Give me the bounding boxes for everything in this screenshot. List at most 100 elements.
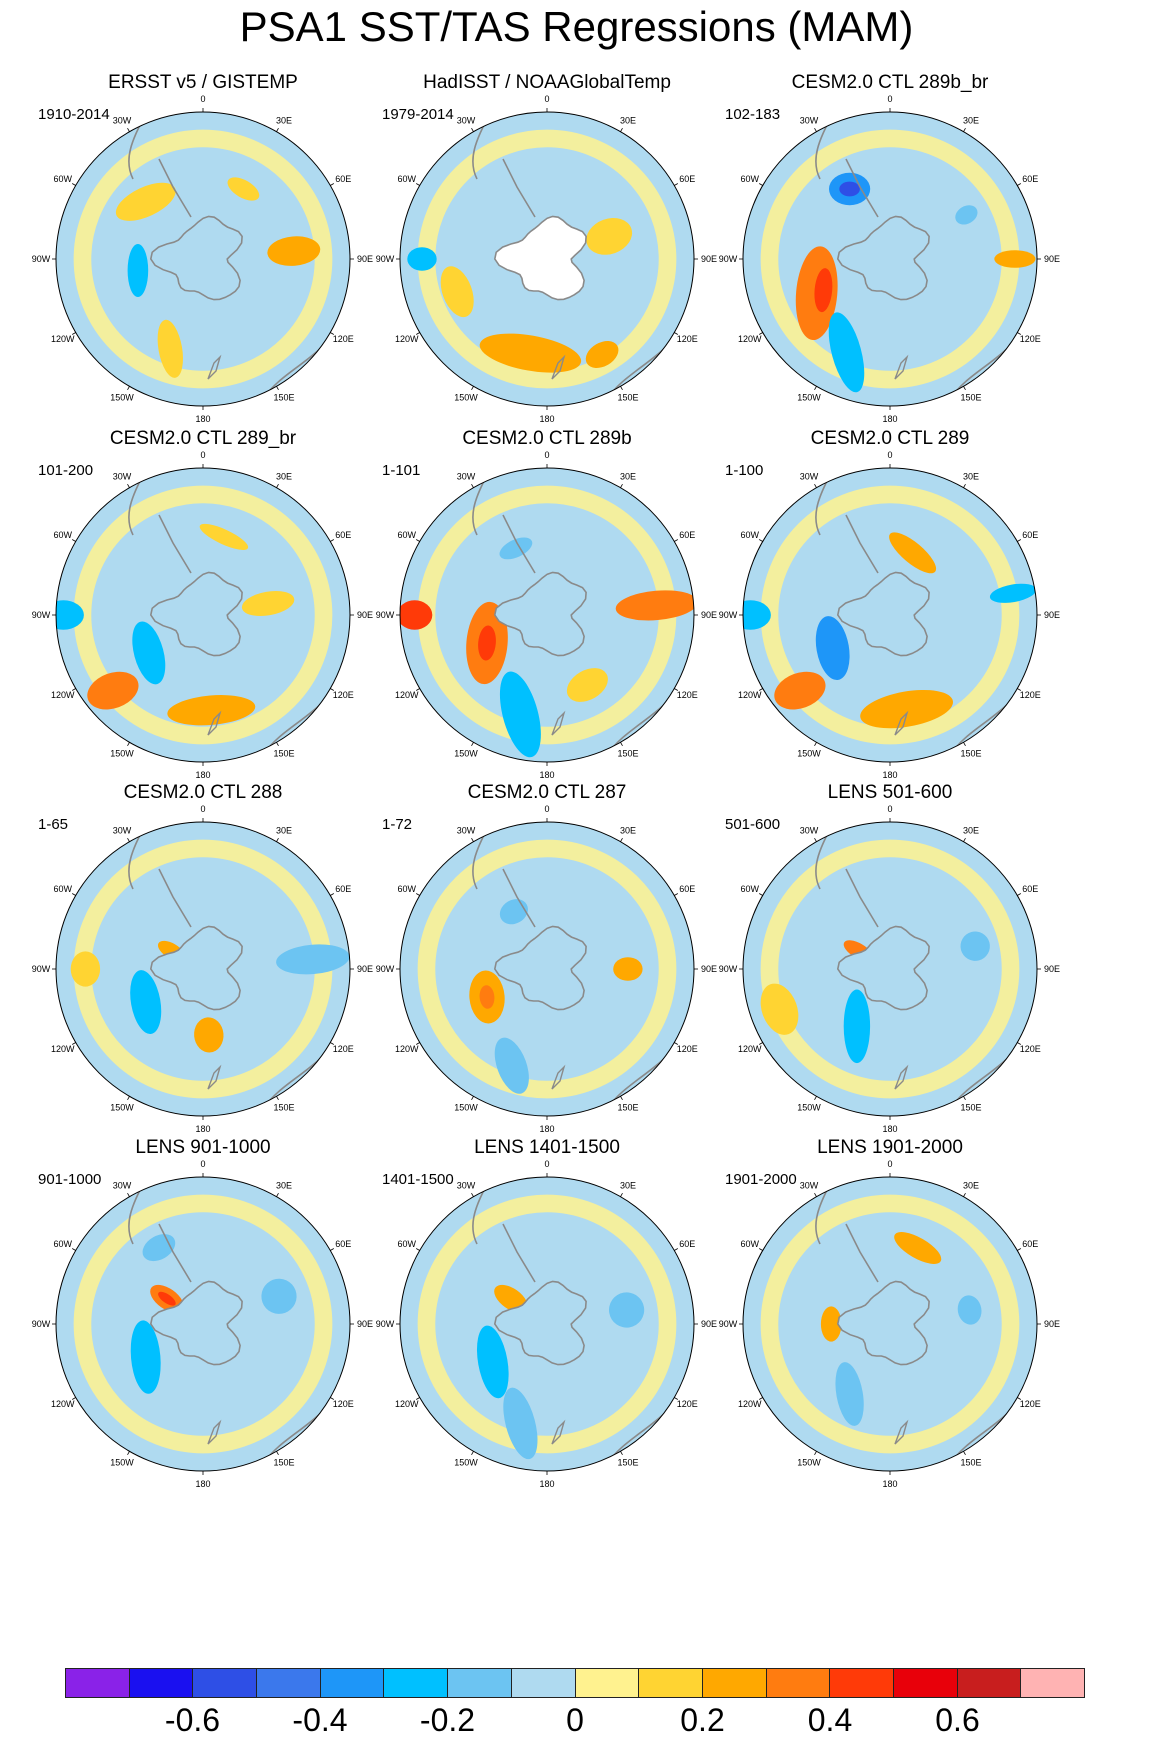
panel-title: LENS 1401-1500 <box>474 1137 620 1158</box>
panel-period: 901-1000 <box>38 1171 102 1188</box>
longitude-tick <box>1017 1397 1021 1400</box>
longitude-tick <box>620 1193 623 1197</box>
longitude-label: 30W <box>113 1180 132 1190</box>
antarctica-outline <box>836 215 930 301</box>
longitude-label: 60E <box>335 174 351 184</box>
longitude-label: 120W <box>738 1399 762 1409</box>
peninsula-outline <box>845 868 879 928</box>
longitude-label: 150E <box>273 1103 294 1113</box>
panel-period: 1-72 <box>382 816 413 833</box>
new-zealand-outline <box>894 1419 909 1445</box>
colorbar-bin <box>129 1669 194 1697</box>
map-panel: 0 30E 60E 90E 120E 150E 180 150W 120W 90W 60W 30W CE… <box>705 428 1075 813</box>
longitude-label: 60E <box>679 884 695 894</box>
longitude-label: 60W <box>740 530 759 540</box>
longitude-tick <box>72 1042 76 1045</box>
anomaly-region <box>760 983 799 1035</box>
longitude-label: 120W <box>395 1044 419 1054</box>
longitude-tick <box>674 1397 678 1400</box>
longitude-label: 150W <box>454 393 478 403</box>
longitude-label: 90E <box>357 254 373 264</box>
antarctica-outline <box>493 571 587 657</box>
longitude-label: 90W <box>32 254 51 264</box>
longitude-label: 30E <box>620 115 636 125</box>
longitude-label: 120W <box>51 690 75 700</box>
colorbar-bin <box>511 1669 576 1697</box>
new-zealand-outline <box>551 710 566 736</box>
anomaly-region <box>132 621 166 685</box>
longitude-label: 30E <box>963 471 979 481</box>
longitude-label: 90E <box>1044 1319 1060 1329</box>
longitude-tick <box>759 1042 763 1045</box>
longitude-label: 180 <box>195 1124 210 1134</box>
longitude-label: 90E <box>1044 964 1060 974</box>
longitude-label: 60W <box>397 174 416 184</box>
longitude-label: 150E <box>617 1458 638 1468</box>
panel-title: ERSST v5 / GISTEMP <box>108 72 298 93</box>
longitude-tick <box>620 838 623 842</box>
longitude-label: 120E <box>1020 1044 1041 1054</box>
longitude-label: 150W <box>797 749 821 759</box>
longitude-label: 150W <box>454 1458 478 1468</box>
anomaly-region <box>894 1232 942 1264</box>
longitude-label: 180 <box>539 1479 554 1489</box>
longitude-label: 0 <box>200 94 205 104</box>
colorbar-bin <box>639 1669 703 1697</box>
longitude-tick <box>814 128 817 132</box>
peninsula-outline <box>158 868 192 928</box>
longitude-label: 60W <box>397 530 416 540</box>
longitude-tick <box>127 1451 130 1455</box>
longitude-label: 120E <box>1020 334 1041 344</box>
longitude-tick <box>127 128 130 132</box>
longitude-label: 120E <box>677 334 698 344</box>
longitude-label: 90W <box>32 1319 51 1329</box>
longitude-label: 180 <box>539 1124 554 1134</box>
longitude-tick <box>620 484 623 488</box>
longitude-label: 30W <box>800 1180 819 1190</box>
panel-title: CESM2.0 CTL 287 <box>467 782 627 803</box>
longitude-tick <box>416 539 420 542</box>
anomaly-region <box>276 944 350 975</box>
longitude-label: 60E <box>335 884 351 894</box>
longitude-tick <box>674 893 678 896</box>
anomaly-region <box>774 671 826 710</box>
panel-period: 1-100 <box>725 462 764 479</box>
antarctica-outline <box>149 1280 243 1366</box>
anomaly-region <box>130 970 162 1035</box>
peninsula-outline <box>845 158 879 218</box>
longitude-tick <box>72 893 76 896</box>
longitude-label: 150W <box>110 749 134 759</box>
longitude-label: 150W <box>797 1458 821 1468</box>
longitude-tick <box>620 1096 623 1100</box>
longitude-label: 90E <box>701 610 717 620</box>
longitude-tick <box>127 742 130 746</box>
panel-title: CESM2.0 CTL 289_br <box>109 428 297 449</box>
antarctica-outline <box>149 215 243 301</box>
peninsula-outline <box>502 514 536 574</box>
longitude-label: 90W <box>376 1319 395 1329</box>
longitude-label: 120E <box>677 690 698 700</box>
longitude-label: 90E <box>701 1319 717 1329</box>
longitude-tick <box>759 893 763 896</box>
longitude-tick <box>1017 539 1021 542</box>
longitude-tick <box>620 742 623 746</box>
anomaly-region <box>828 312 865 393</box>
longitude-tick <box>674 539 678 542</box>
longitude-tick <box>963 386 966 390</box>
longitude-tick <box>330 1248 334 1251</box>
longitude-label: 150E <box>960 1458 981 1468</box>
longitude-label: 60E <box>1022 884 1038 894</box>
longitude-tick <box>471 1096 474 1100</box>
longitude-tick <box>963 742 966 746</box>
anomaly-region <box>843 989 871 1064</box>
longitude-tick <box>963 1096 966 1100</box>
colorbar-bin <box>957 1669 1022 1697</box>
longitude-label: 60W <box>740 884 759 894</box>
longitude-label: 90W <box>719 254 738 264</box>
anomaly-region <box>476 1325 509 1399</box>
longitude-label: 30E <box>620 471 636 481</box>
panel-period: 1-101 <box>382 462 421 479</box>
anomaly-region <box>957 1295 982 1325</box>
colorbar-bin <box>702 1669 767 1697</box>
polar-map: 0 30E 60E 90E 120E 150E 180 150W 120W 90W 60W 30W <box>32 804 373 1134</box>
